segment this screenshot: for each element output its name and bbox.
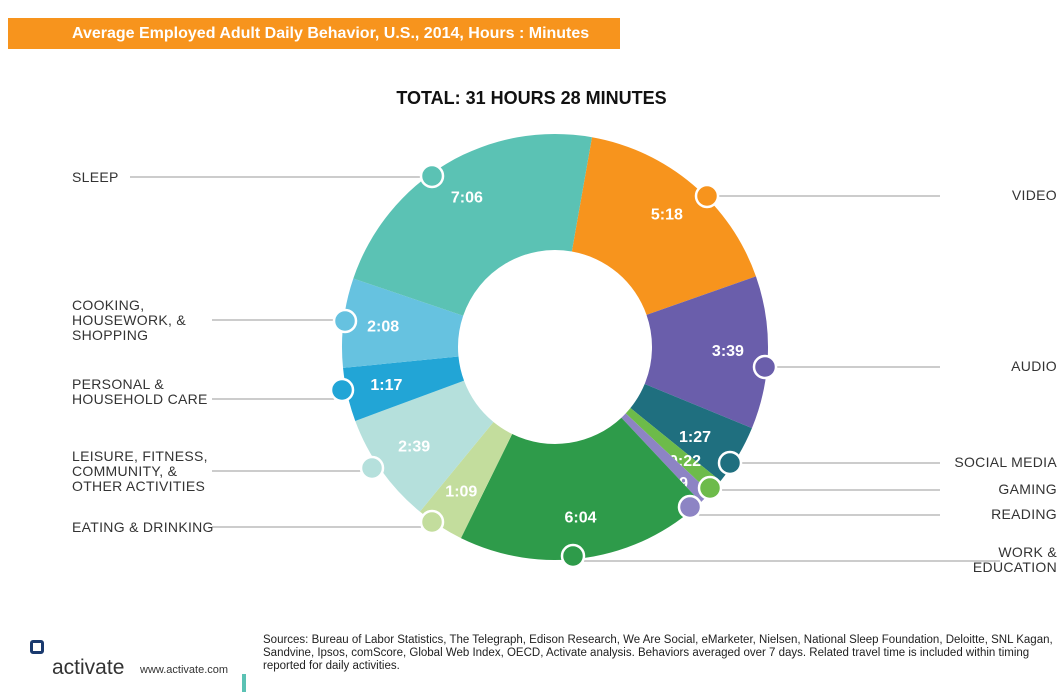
- donut-segment: [625, 408, 721, 493]
- donut-segment: [341, 278, 464, 368]
- value-label: 2:08: [367, 318, 399, 335]
- icon: [419, 509, 445, 535]
- donut-segment: [343, 356, 465, 421]
- decoration: [242, 674, 246, 692]
- brand: activate: [52, 656, 125, 679]
- value-label: 7:06: [451, 189, 483, 206]
- icon: [677, 494, 703, 520]
- icon: [717, 450, 743, 476]
- icon: [329, 377, 355, 403]
- value-label: 6:04: [565, 509, 597, 526]
- donut-segment: [419, 421, 513, 539]
- donut-segment: [353, 134, 592, 316]
- category-label: SOCIAL MEDIA: [954, 454, 1057, 470]
- category-label: AUDIO: [1011, 358, 1057, 374]
- chart-subtitle: TOTAL: 31 HOURS 28 MINUTES: [396, 88, 667, 108]
- icon: [332, 308, 358, 334]
- donut-segment: [355, 380, 494, 512]
- icon: [697, 475, 723, 501]
- category-label: VIDEO: [1011, 187, 1057, 203]
- icon: [560, 543, 586, 569]
- url: www.activate.com: [140, 664, 229, 676]
- category-label: COOKING, HOUSEWORK, & SHOPPING: [72, 297, 187, 343]
- value-label: 1:09: [445, 484, 477, 501]
- value-label: 1:27: [679, 429, 711, 446]
- icon: [752, 354, 778, 380]
- category-label: GAMING: [998, 481, 1057, 497]
- sources: Sources: Bureau of Labor Statistics, The…: [263, 634, 1053, 672]
- value-label: 3:39: [712, 343, 744, 360]
- donut-segment: [621, 413, 711, 503]
- category-label: SLEEP: [72, 169, 119, 185]
- value-label: 1:17: [370, 377, 402, 394]
- category-label: WORK & EDUCATION: [972, 544, 1057, 575]
- value-label: 5:18: [651, 206, 683, 223]
- value-label: 2:39: [398, 439, 430, 456]
- icon: [419, 163, 445, 189]
- logo-mark: [30, 640, 44, 654]
- donut-segment: [460, 417, 701, 560]
- icon: [694, 183, 720, 209]
- category-label: LEISURE, FITNESS, COMMUNITY, & OTHER ACT…: [72, 448, 208, 494]
- chart-title: Average Employed Adult Daily Behavior, U…: [8, 18, 620, 49]
- donut-segment: [644, 276, 768, 429]
- icon: [359, 455, 385, 481]
- donut-segment: [571, 137, 756, 315]
- category-label: PERSONAL & HOUSEHOLD CARE: [72, 376, 208, 407]
- category-label: EATING & DRINKING: [72, 519, 214, 535]
- category-label: READING: [991, 506, 1057, 522]
